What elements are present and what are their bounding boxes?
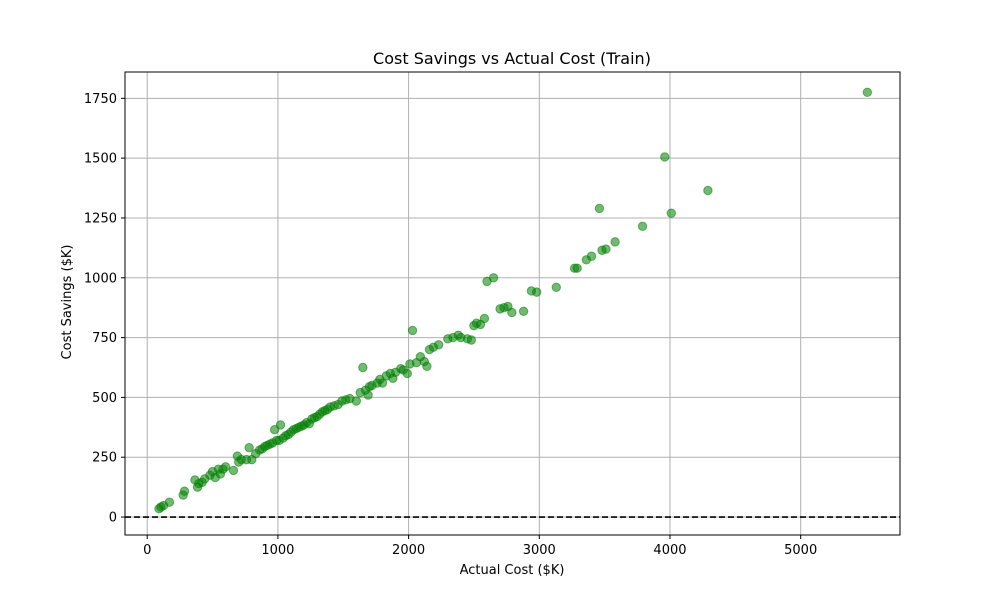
data-point [422,361,432,372]
data-point [610,237,620,247]
x-tick-label: 5000 [784,543,817,558]
data-point [228,465,239,476]
data-point [586,251,597,261]
x-axis-label: Actual Cost ($K) [460,563,565,578]
data-point [660,152,670,162]
x-tick-label: 0 [143,543,151,558]
y-tick-label: 0 [109,511,117,526]
data-point [594,203,605,214]
data-point [402,368,412,379]
y-tick-label: 1750 [84,92,117,107]
data-point [531,287,542,297]
data-point [244,442,254,453]
grid-lines [125,72,900,535]
data-point [488,273,499,283]
y-tick-label: 250 [92,451,117,466]
x-tick-label: 2000 [392,543,425,558]
x-tick-label: 1000 [261,543,294,558]
data-point [862,87,873,98]
y-axis-ticks: 0 250 500 750 1000 1250 1500 1750 [84,92,125,526]
data-point [466,335,477,345]
data-point [164,497,175,507]
data-point [377,378,388,388]
data-points [154,87,873,514]
chart-title: Cost Savings vs Actual Cost (Train) [373,49,651,68]
data-point [572,263,582,273]
y-tick-label: 500 [92,391,117,406]
data-point [363,390,373,400]
y-tick-label: 1500 [84,152,117,167]
data-point [518,306,529,316]
data-point [407,325,418,336]
y-tick-label: 750 [92,331,117,346]
data-point [358,362,368,373]
data-point [666,208,676,218]
data-point [179,486,190,496]
data-point [507,307,517,318]
data-point [551,282,561,293]
x-tick-label: 4000 [653,543,686,558]
data-point [703,185,713,196]
y-tick-label: 1000 [84,271,117,286]
plot-area-frame [124,71,901,536]
y-axis-label: Cost Savings ($K) [60,245,75,360]
x-tick-label: 3000 [523,543,556,558]
x-axis-ticks: 0 1000 2000 3000 4000 5000 [143,535,817,558]
data-point [351,396,362,406]
data-point [275,420,286,430]
data-point [433,340,444,350]
data-point [220,462,231,472]
data-point [601,244,611,254]
data-point [637,221,648,232]
data-point [479,313,490,324]
y-tick-label: 1250 [84,211,117,226]
